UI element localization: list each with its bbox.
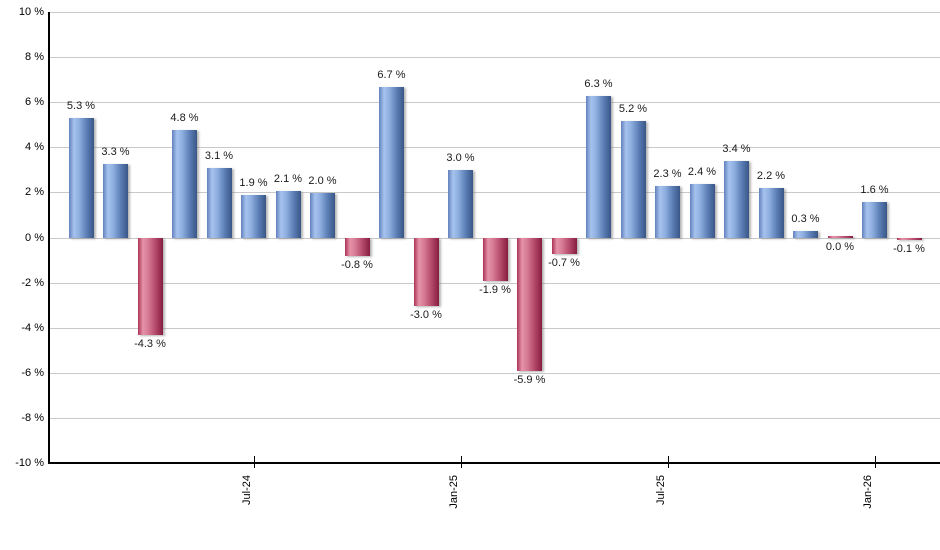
bar-value-label: 0.3 % [791, 213, 820, 226]
gridline [49, 327, 940, 329]
x-axis-line [48, 462, 940, 464]
gridline [49, 57, 940, 59]
bar [482, 238, 508, 281]
bar [793, 231, 818, 238]
bar-value-label: 2.1 % [273, 172, 303, 185]
bar-value-label: -1.9 % [479, 283, 511, 296]
bar [896, 238, 922, 241]
gridline [49, 12, 940, 13]
bar [310, 192, 335, 238]
x-tick [874, 456, 876, 468]
bar [724, 161, 749, 238]
y-tick-label: -4 % [21, 321, 44, 334]
bar-value-label: 5.2 % [618, 102, 648, 115]
y-tick-label: 4 % [25, 141, 44, 154]
bar-value-label: 3.3 % [101, 145, 130, 158]
bar [758, 188, 784, 238]
bar-value-label: 3.0 % [446, 152, 475, 165]
bar-value-label: 2.3 % [653, 168, 682, 181]
bar [620, 120, 646, 238]
y-tick-label: 10 % [18, 6, 44, 18]
bar [689, 183, 715, 238]
gridline [49, 147, 940, 149]
gridline [49, 372, 940, 374]
x-tick [667, 456, 669, 468]
bar-value-label: 1.6 % [860, 183, 889, 196]
y-axis-line [48, 12, 50, 463]
bar-value-label: 3.4 % [722, 143, 751, 156]
bar [655, 186, 680, 238]
gridline [49, 282, 940, 284]
bar-value-label: -0.7 % [548, 256, 580, 269]
bar-value-label: 5.3 % [66, 100, 96, 113]
bar [413, 238, 439, 306]
bar [241, 195, 266, 238]
gridline [49, 417, 940, 419]
bar-value-label: 2.2 % [756, 170, 786, 183]
x-tick-label: Jul-25 [654, 475, 667, 505]
bar [206, 168, 232, 238]
x-tick-label: Jan-25 [447, 475, 460, 509]
bar [344, 238, 370, 257]
bar [137, 238, 163, 335]
bar [586, 95, 611, 238]
bar [172, 129, 197, 238]
bar-value-label: -0.1 % [893, 243, 925, 256]
bar-value-label: -5.9 % [513, 374, 546, 387]
bar [68, 118, 94, 238]
bar [275, 190, 301, 238]
bar-value-label: 0.0 % [825, 241, 855, 253]
bar [103, 163, 128, 238]
gridline [49, 192, 940, 194]
bar [827, 236, 853, 238]
y-tick-label: 0 % [25, 231, 44, 244]
gridline [49, 102, 940, 104]
bar [862, 201, 887, 238]
bar-value-label: 3.1 % [204, 150, 234, 163]
bar [448, 170, 473, 238]
x-tick-label: Jan-26 [861, 475, 874, 509]
y-tick-label: 8 % [25, 51, 44, 64]
bar [517, 238, 542, 372]
bar-value-label: 2.0 % [308, 174, 337, 187]
bar-value-label: 1.9 % [239, 177, 268, 190]
y-tick-label: -8 % [21, 411, 44, 424]
bar-value-label: -4.3 % [134, 337, 166, 350]
y-tick-label: 6 % [25, 96, 44, 109]
y-tick-label: 2 % [25, 186, 44, 199]
x-tick [253, 456, 255, 468]
bar-value-label: 6.3 % [584, 77, 613, 90]
bar-value-label: 6.7 % [377, 68, 406, 81]
x-tick-label: Jul-24 [240, 475, 253, 505]
bar-value-label: 4.8 % [170, 111, 199, 124]
y-tick-label: -6 % [21, 366, 44, 379]
bar-value-label: 2.4 % [687, 165, 717, 178]
bar-value-label: -3.0 % [410, 308, 442, 321]
bar-value-label: -0.8 % [341, 259, 373, 272]
x-tick [460, 456, 462, 468]
y-tick-label: -2 % [21, 276, 44, 289]
bar [379, 86, 404, 238]
y-tick-label: -10 % [15, 457, 44, 469]
bar [551, 238, 577, 254]
